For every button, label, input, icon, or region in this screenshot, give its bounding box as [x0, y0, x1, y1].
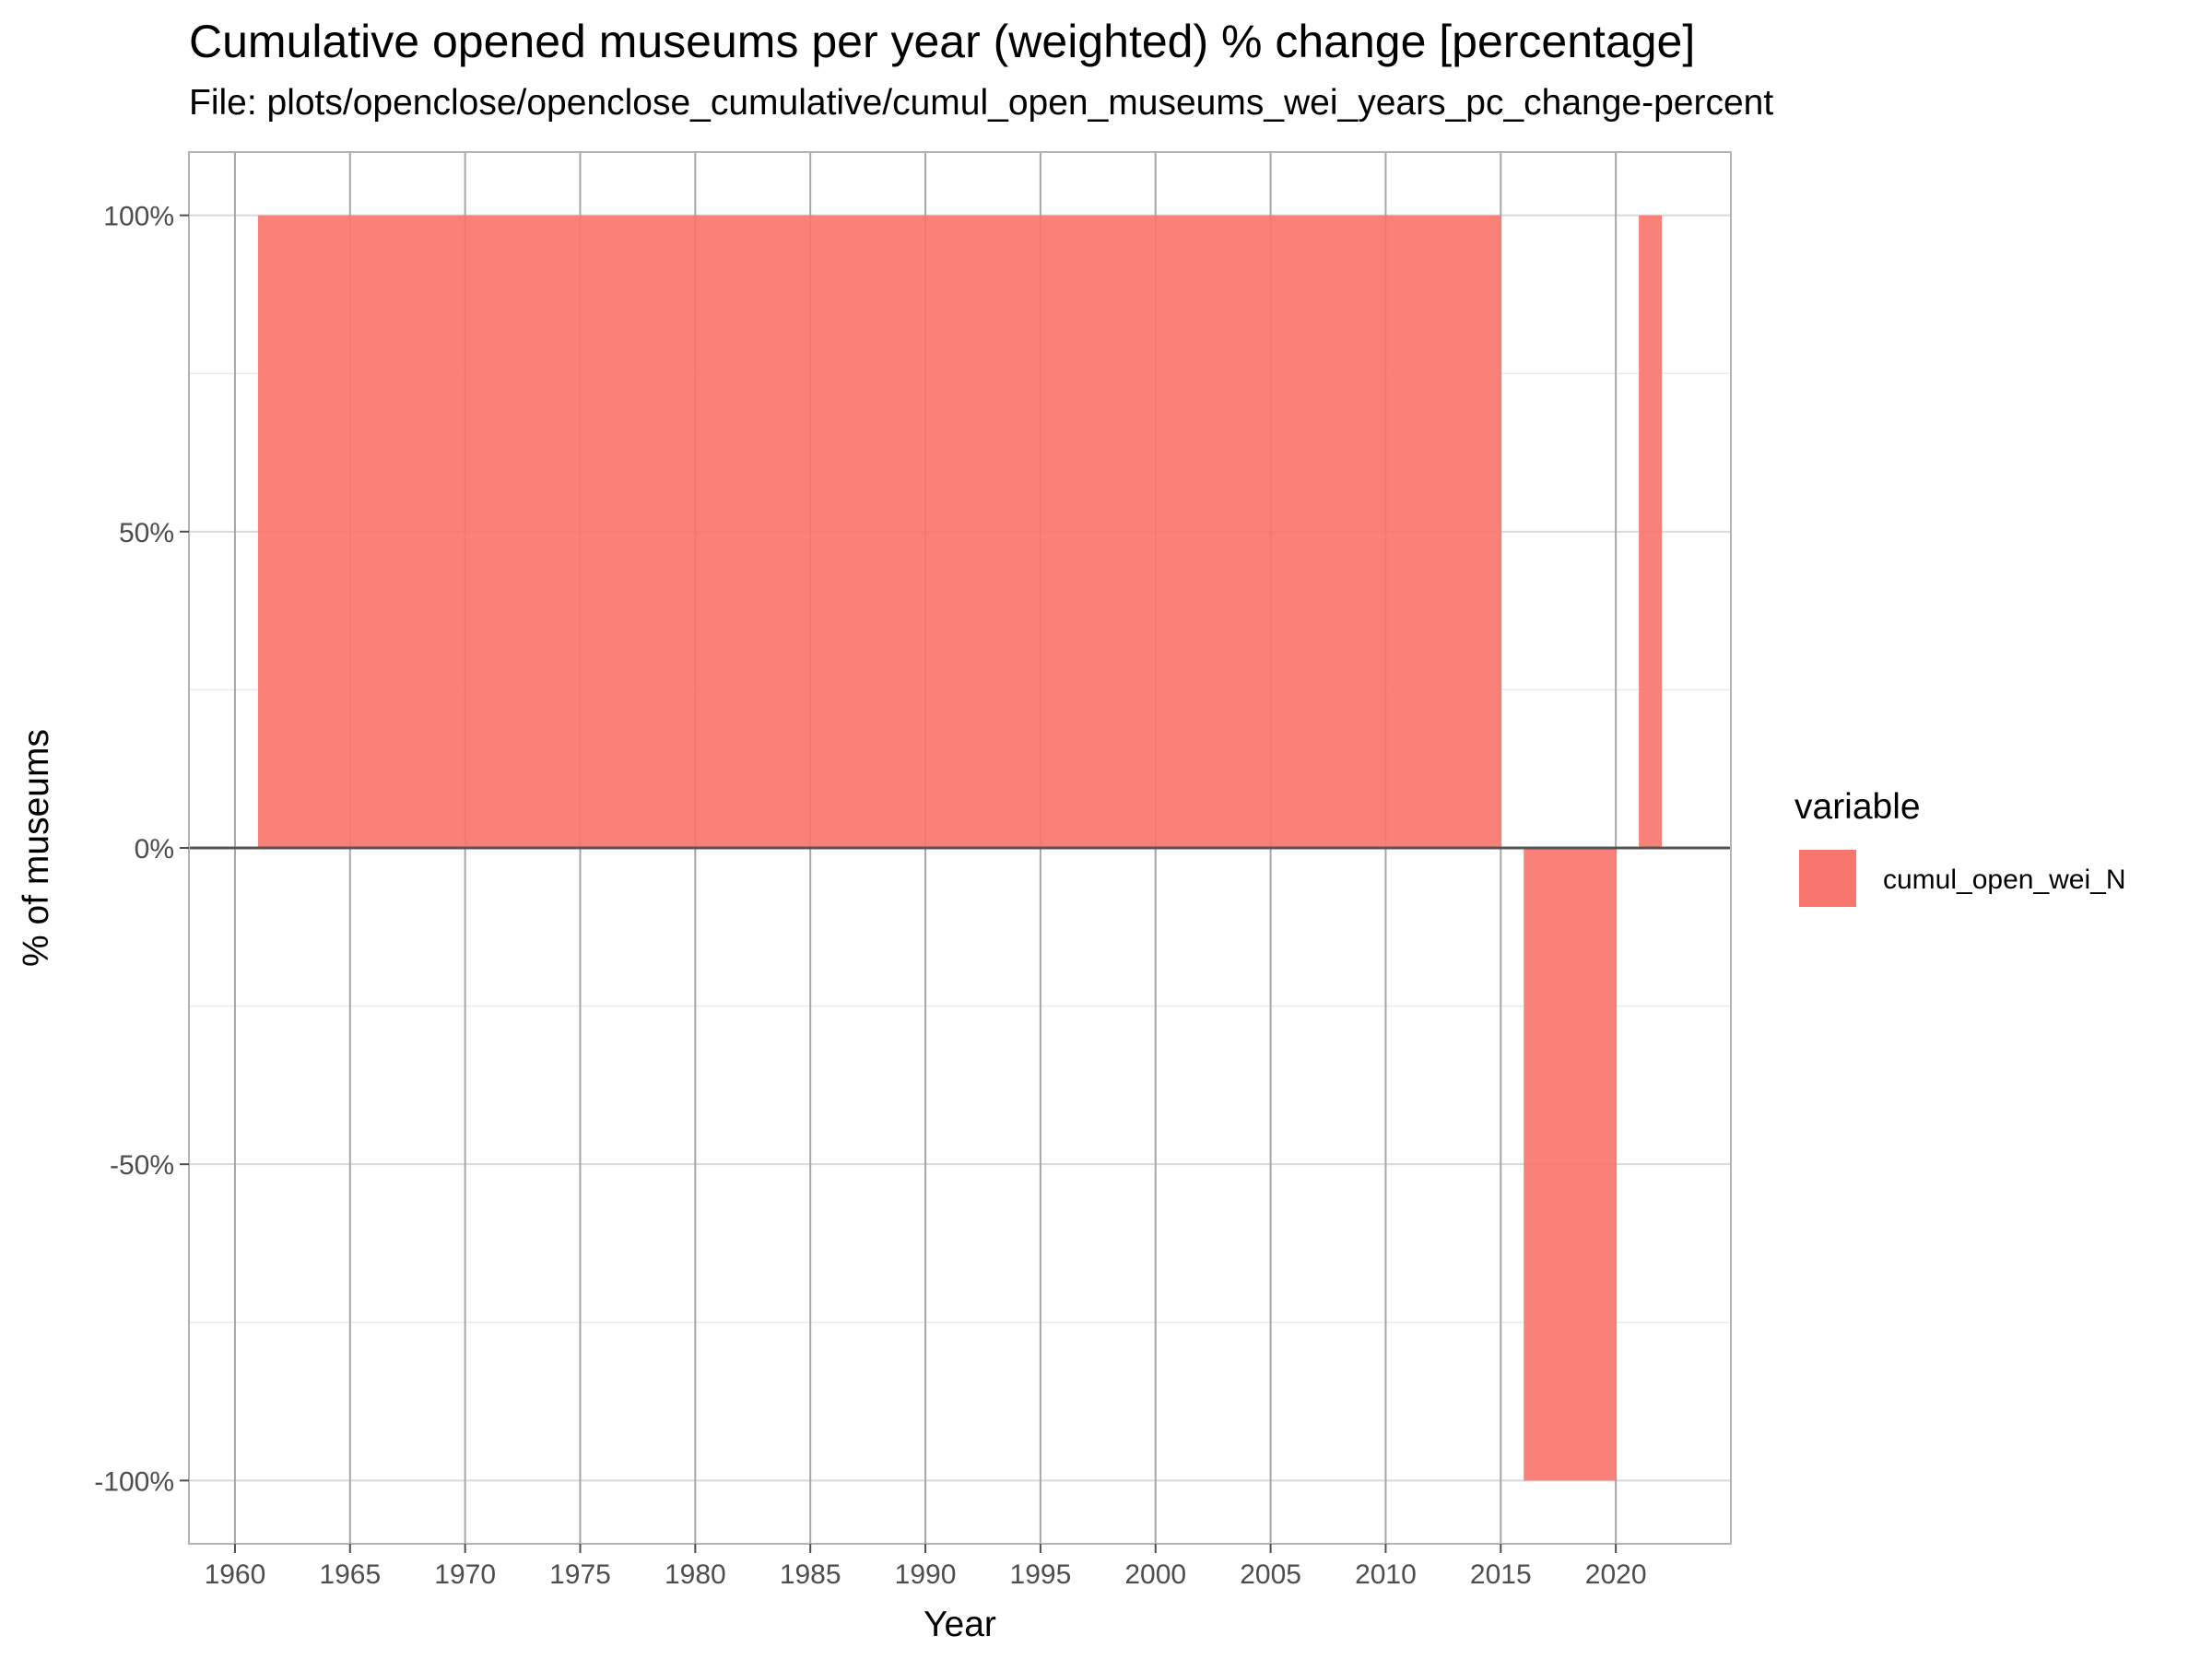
- x-tick-label: 1985: [780, 1559, 841, 1590]
- x-tick-label: 1970: [434, 1559, 496, 1590]
- y-tick-label: 0%: [135, 834, 174, 865]
- area-series: [257, 215, 1663, 1481]
- area-segment: [1639, 215, 1663, 849]
- chart-title: Cumulative opened museums per year (weig…: [189, 16, 1696, 67]
- y-tick-label: -50%: [110, 1150, 174, 1181]
- y-tick-label: -100%: [94, 1466, 174, 1497]
- x-axis-ticks: 1960 1965 1970 1975 1980 1985 1990 1995 2000 2005…: [205, 1544, 1647, 1590]
- x-tick-label: 1990: [895, 1559, 957, 1590]
- chart-subtitle: File: plots/openclose/openclose_cumulati…: [189, 83, 1774, 123]
- x-tick-label: 1980: [665, 1559, 726, 1590]
- legend-label: cumul_open_wei_N: [1883, 865, 2126, 895]
- y-tick-label: 50%: [119, 518, 174, 548]
- x-tick-label: 2020: [1585, 1559, 1647, 1590]
- x-tick-label: 2010: [1355, 1559, 1417, 1590]
- x-tick-label: 1995: [1010, 1559, 1072, 1590]
- legend: variable cumul_open_wei_N: [1794, 787, 2126, 907]
- area-segment: [257, 215, 1501, 849]
- area-segment: [1524, 848, 1617, 1481]
- legend-title: variable: [1794, 787, 1921, 827]
- x-tick-label: 1960: [205, 1559, 266, 1590]
- y-axis-title: % of museums: [17, 729, 56, 967]
- y-axis-ticks: -100% -50% 0% 50% 100%: [94, 202, 189, 1497]
- x-axis-title: Year: [924, 1605, 996, 1644]
- y-tick-label: 100%: [103, 202, 174, 232]
- legend-key-cumul-open-wei-n: [1799, 850, 1856, 907]
- x-tick-label: 2005: [1240, 1559, 1301, 1590]
- x-tick-label: 1965: [319, 1559, 381, 1590]
- x-tick-label: 2015: [1470, 1559, 1532, 1590]
- x-tick-label: 1975: [549, 1559, 611, 1590]
- x-tick-label: 2000: [1124, 1559, 1186, 1590]
